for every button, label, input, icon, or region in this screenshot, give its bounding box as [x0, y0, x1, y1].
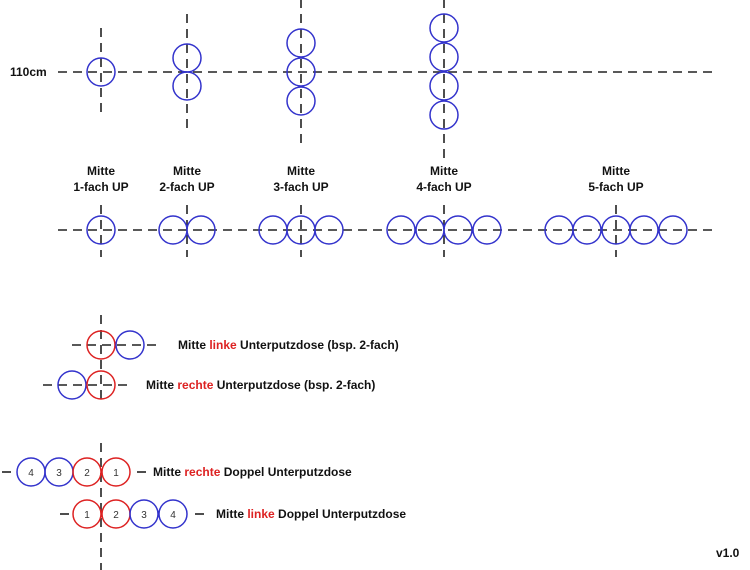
- outlet-box-circle: [572, 215, 602, 245]
- outlet-box-circle: [57, 370, 87, 400]
- outlet-box-circle: [629, 215, 659, 245]
- center-label-line2: 3-fach UP: [273, 180, 328, 194]
- caption-text: Unterputzdose (bsp. 2-fach): [213, 378, 375, 392]
- outlet-box-circle: [443, 215, 473, 245]
- outlet-box-number: 2: [113, 510, 119, 521]
- center-label-line2: 2-fach UP: [159, 180, 214, 194]
- outlet-box-number: 4: [170, 510, 176, 521]
- outlet-box-number: 3: [56, 468, 62, 479]
- outlet-box-number: 4: [28, 468, 34, 479]
- outlet-box-number: 2: [84, 468, 90, 479]
- center-label-line1: Mitte: [430, 164, 458, 178]
- center-label-line2: 4-fach UP: [416, 180, 471, 194]
- caption-text: Mitte: [146, 378, 177, 392]
- caption-text: Mitte: [178, 338, 209, 352]
- outlet-box-circle: [658, 215, 688, 245]
- outlet-box-circle: [429, 42, 459, 72]
- center-label-line2: 1-fach UP: [73, 180, 128, 194]
- caption-text: Unterputzdose (bsp. 2-fach): [237, 338, 399, 352]
- caption-highlight: rechte: [184, 465, 220, 479]
- caption-text: Mitte: [153, 465, 184, 479]
- outlet-box-circle: [86, 330, 116, 360]
- caption-highlight: linke: [247, 507, 275, 521]
- caption-text: Doppel Unterputzdose: [220, 465, 352, 479]
- outlet-box-number: 3: [141, 510, 147, 521]
- example-caption: Mitte rechte Doppel Unterputzdose: [153, 465, 352, 479]
- outlet-box-circle: [286, 28, 316, 58]
- caption-highlight: rechte: [177, 378, 213, 392]
- outlet-box-circle: [172, 71, 202, 101]
- outlet-box-circle: [86, 57, 116, 87]
- center-label-line1: Mitte: [602, 164, 630, 178]
- center-label-line1: Mitte: [287, 164, 315, 178]
- caption-highlight: linke: [209, 338, 237, 352]
- outlet-box-circle: [429, 71, 459, 101]
- outlet-box-circle: [429, 100, 459, 130]
- outlet-box-circle: [86, 370, 116, 400]
- center-label-line2: 5-fach UP: [588, 180, 643, 194]
- outlet-box-circle: [129, 499, 159, 529]
- height-label: 110cm: [10, 65, 47, 79]
- outlet-box-circle: [86, 215, 116, 245]
- outlet-box-circle: [286, 86, 316, 116]
- outlet-box-circle: [186, 215, 216, 245]
- example-caption: Mitte linke Unterputzdose (bsp. 2-fach): [178, 338, 399, 352]
- outlet-box-circle: [386, 215, 416, 245]
- caption-text: Mitte: [216, 507, 247, 521]
- outlet-box-circle: [286, 57, 316, 87]
- outlet-box-circle: [72, 499, 102, 529]
- center-label-line1: Mitte: [173, 164, 201, 178]
- center-label-line1: Mitte: [87, 164, 115, 178]
- outlet-box-circle: [72, 457, 102, 487]
- outlet-box-circle: [115, 330, 145, 360]
- outlet-box-circle: [472, 215, 502, 245]
- version-label: v1.0: [716, 546, 740, 560]
- example-caption: Mitte rechte Unterputzdose (bsp. 2-fach): [146, 378, 375, 392]
- outlet-box-circle: [158, 499, 188, 529]
- example-caption: Mitte linke Doppel Unterputzdose: [216, 507, 406, 521]
- outlet-box-number: 1: [113, 468, 119, 479]
- outlet-box-circle: [429, 13, 459, 43]
- outlet-box-circle: [101, 457, 131, 487]
- caption-text: Doppel Unterputzdose: [275, 507, 407, 521]
- outlet-box-number: 1: [84, 510, 90, 521]
- outlet-box-circle: [314, 215, 344, 245]
